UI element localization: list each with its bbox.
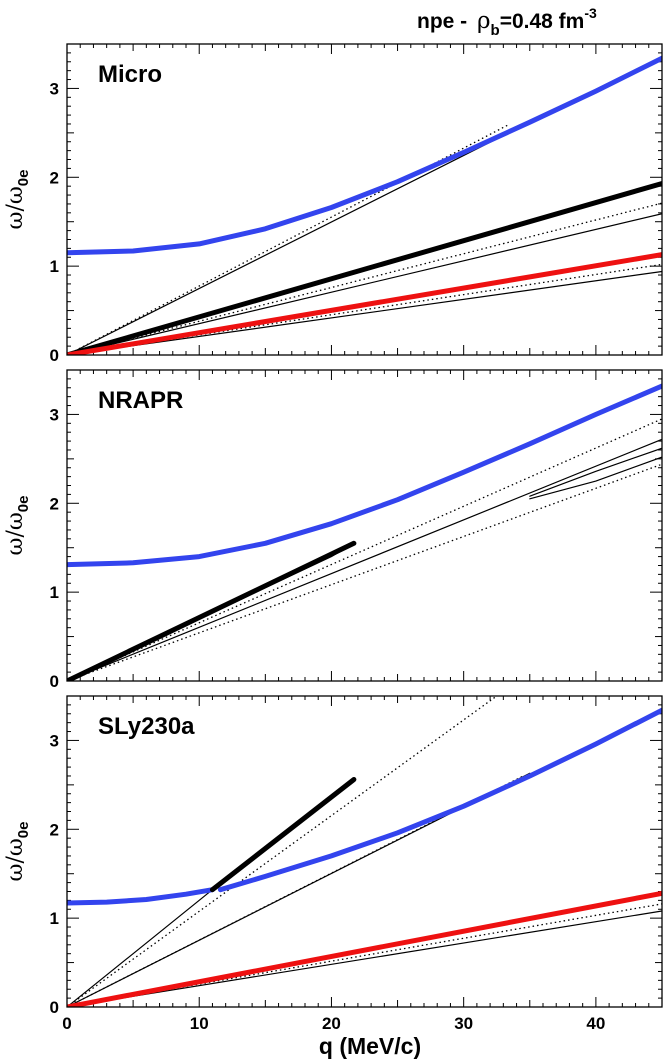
y-axis-label: ω/ω0e	[3, 170, 32, 230]
panel-frame	[66, 695, 663, 1008]
panel-ticks	[66, 695, 663, 1008]
series-diagonal-dotted	[67, 418, 662, 681]
series-electron-continuum-edge	[67, 121, 531, 355]
series-electron-plasmon-left	[67, 887, 215, 906]
series-black-mode-lower	[67, 889, 213, 1007]
y-tick-label: 1	[50, 583, 59, 602]
y-tick-label: 1	[50, 257, 59, 276]
y-tick-label: 3	[50, 79, 59, 98]
series-lower-edge	[67, 910, 662, 1007]
series-lower-dotted	[67, 463, 662, 681]
y-tick-label: 2	[50, 820, 59, 839]
y-axis-label-subscript: 0e	[15, 170, 32, 187]
y-tick-label: 1	[50, 909, 59, 928]
series-black-mode	[209, 777, 357, 893]
y-tick-label: 0	[50, 672, 59, 691]
x-tick-label: 0	[62, 1014, 71, 1033]
panel-frame	[66, 369, 663, 682]
series-steep-dotted	[67, 696, 498, 1007]
y-axis-label: ω/ω0e	[3, 822, 32, 882]
y-axis-label-subscript: 0e	[15, 822, 32, 839]
svg-text:npe - ρb=0.48 fm-3: npe - ρb=0.48 fm-3	[417, 5, 597, 39]
header-rho-subscript: b	[491, 22, 500, 39]
header-prefix: npe -	[417, 10, 473, 33]
y-axis-label-subscript: 0e	[15, 496, 32, 513]
y-axis-label: ω/ω0e	[3, 496, 32, 556]
series-electron-plasmon-right	[217, 707, 662, 893]
y-tick-label: 3	[50, 405, 59, 424]
panel-series	[67, 55, 662, 355]
panel-ticks	[66, 43, 663, 356]
series-proton-line-dotted	[67, 202, 662, 355]
panels-group: 0123ω/ω0eMicro0123ω/ω0eNRAPR0123ω/ω0eSLy…	[3, 43, 663, 1033]
series-black-mode	[67, 181, 662, 355]
panel-ticks	[66, 369, 663, 682]
header-value: =0.48 fm	[500, 10, 585, 33]
x-tick-label: 40	[586, 1014, 605, 1033]
x-tick-label: 10	[190, 1014, 209, 1033]
y-axis-label-main: ω/ω	[3, 512, 28, 555]
y-tick-label: 0	[50, 998, 59, 1017]
x-tick-label: 30	[454, 1014, 473, 1033]
y-tick-label: 2	[50, 168, 59, 187]
panel-series	[67, 383, 662, 681]
header-exponent: -3	[584, 5, 597, 21]
panel-title: Micro	[98, 61, 162, 88]
panel-1: 0 1 2 3 ω/ω0e Micro	[3, 43, 663, 365]
series-red-dotted	[67, 903, 662, 1007]
series-loop-upper	[529, 447, 662, 497]
series-red-mode	[67, 890, 662, 1007]
y-tick-label: 0	[50, 346, 59, 365]
x-axis-label: q (MeV/c)	[319, 1033, 421, 1059]
panel-2: 0 1 2 3 ω/ω0e NRAPR	[3, 369, 663, 691]
panel-frame	[66, 43, 663, 356]
y-axis-label-main: ω/ω	[3, 838, 28, 881]
panel-title: SLy230a	[98, 713, 195, 740]
panel-title: NRAPR	[98, 387, 183, 414]
y-tick-label: 2	[50, 494, 59, 513]
series-electron-plasmon	[67, 383, 662, 568]
y-axis-label-main: ω/ω	[3, 186, 28, 229]
series-neutron-edge	[67, 270, 662, 355]
panel-3: 0 1 2 3 ω/ω0e SLy230a	[3, 695, 663, 1017]
series-electron-plasmon	[67, 55, 662, 256]
series-loop-lower	[529, 456, 662, 500]
figure-header: npe - ρb=0.48 fm-3	[417, 5, 597, 39]
panel-series	[67, 696, 662, 1007]
header-rho-symbol: ρ	[477, 8, 491, 34]
x-tick-label: 20	[322, 1014, 341, 1033]
series-proton-edge-upper	[67, 213, 662, 355]
y-tick-label: 3	[50, 731, 59, 750]
series-diagonal-edge	[67, 438, 662, 681]
series-red-mode	[67, 252, 662, 355]
series-black-mode-upper	[67, 540, 357, 681]
